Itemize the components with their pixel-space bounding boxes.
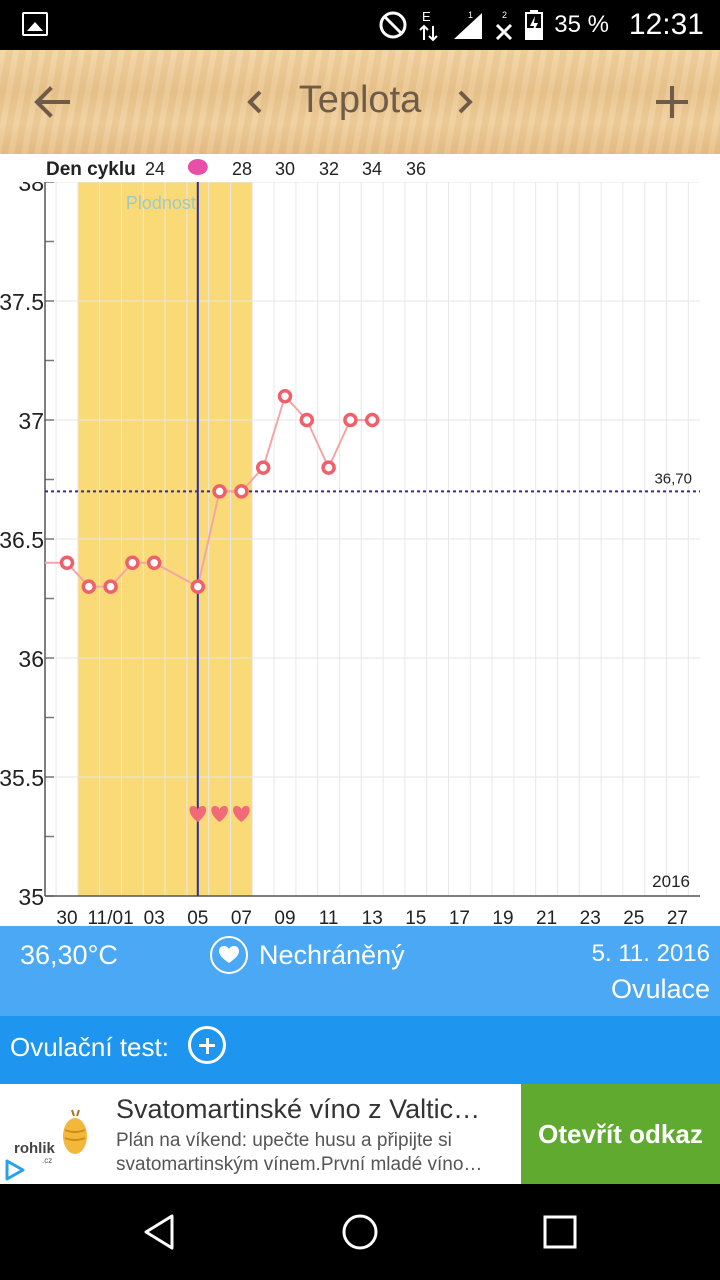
navigation-bar xyxy=(0,1184,720,1280)
ad-description-line-1[interactable]: Plán na víkend: upečte husu a připijte s… xyxy=(116,1130,452,1151)
temperature-point xyxy=(364,412,380,428)
do-not-disturb-icon xyxy=(379,11,407,39)
chevron-right-icon[interactable] xyxy=(450,82,480,122)
signal-sim1-icon: 1 xyxy=(454,10,483,39)
x-tick-label: 11/01 xyxy=(88,908,134,926)
croissant-icon xyxy=(63,1109,87,1154)
intercourse-status: Nechráněný xyxy=(259,940,405,970)
battery-percent: 35 % xyxy=(554,11,609,38)
advertiser-logo-domain: .cz xyxy=(42,1156,53,1165)
x-tick-label: 25 xyxy=(623,908,644,926)
image-notification-icon xyxy=(22,12,48,36)
intercourse-heart-icon xyxy=(211,806,228,822)
x-tick-label: 11 xyxy=(319,908,339,926)
data-transfer-icon: E xyxy=(419,9,438,42)
open-link-button[interactable]: Otevřít odkaz xyxy=(521,1084,720,1184)
temperature-point xyxy=(343,412,358,428)
coverline-label: 36,70 xyxy=(654,470,692,487)
x-tick-label: 09 xyxy=(274,908,295,926)
nav-back-icon[interactable] xyxy=(140,1212,180,1252)
temperature-point xyxy=(146,555,162,571)
x-tick-label: 15 xyxy=(405,908,426,926)
temperature-point xyxy=(103,579,118,594)
x-tick-label: 19 xyxy=(492,908,513,926)
temperature-point xyxy=(59,555,75,571)
ad-banner[interactable]: rohlik .cz Svatomartinské víno z Valtic…… xyxy=(0,1084,720,1184)
temperature-point xyxy=(190,579,206,594)
y-tick-label: 37.5 xyxy=(0,289,44,315)
heart-icon xyxy=(210,936,248,974)
top-axis-label: Den cyklu xyxy=(46,159,136,180)
ad-description-line-2[interactable]: svatomartinským vínem.První mladé víno… xyxy=(116,1154,483,1175)
x-tick-label: 23 xyxy=(580,908,601,926)
y-tick-label: 36 xyxy=(18,646,44,672)
intercourse-heart-icon xyxy=(233,806,250,822)
top-axis-background xyxy=(0,154,720,182)
cycle-phase: Ovulace xyxy=(610,974,710,1004)
top-axis-tick: 36 xyxy=(406,159,426,179)
svg-text:E: E xyxy=(422,9,431,24)
temperature-point xyxy=(234,484,249,499)
x-tick-label: 30 xyxy=(56,908,77,926)
app-header: Teplota xyxy=(0,50,720,154)
clock: 12:31 xyxy=(628,8,704,41)
temperature-point xyxy=(81,579,97,594)
temperature-point xyxy=(277,388,293,404)
temperature-point xyxy=(255,460,271,475)
day-info-panel[interactable]: 36,30°C Nechráněný 5. 11. 2016 Ovulace xyxy=(0,926,720,1016)
x-tick-label: 17 xyxy=(449,908,470,926)
signal-sim2-icon: 2 xyxy=(496,10,513,41)
nav-recents-icon[interactable] xyxy=(540,1212,580,1252)
temperature-point xyxy=(125,555,140,571)
y-tick-label: 37 xyxy=(18,408,44,434)
advertiser-logo[interactable]: rohlik .cz xyxy=(12,1104,92,1165)
x-tick-label: 07 xyxy=(231,908,252,926)
temperature-point xyxy=(299,412,315,428)
add-icon[interactable] xyxy=(648,78,696,126)
status-bar: E 1 2 35 % 12:31 xyxy=(0,0,720,50)
svg-text:2: 2 xyxy=(502,10,507,20)
battery-charging-icon xyxy=(525,10,544,40)
top-axis-tick: 32 xyxy=(319,159,339,179)
x-tick-label: 05 xyxy=(187,908,208,926)
top-axis-tick: 34 xyxy=(362,159,382,179)
ad-choices-icon[interactable] xyxy=(2,1158,28,1182)
selected-temperature: 36,30°C xyxy=(20,940,118,970)
add-ovulation-test-icon[interactable] xyxy=(188,1026,226,1064)
temperature-point xyxy=(321,460,336,475)
x-tick-label: 21 xyxy=(536,908,557,926)
year-label: 2016 xyxy=(652,872,690,891)
x-tick-label: 13 xyxy=(362,908,383,926)
y-tick-label: 35.5 xyxy=(0,765,44,791)
fertile-window-label: Plodnost xyxy=(126,193,196,213)
svg-text:1: 1 xyxy=(468,10,473,20)
chevron-left-icon[interactable] xyxy=(240,82,270,122)
ovulation-test-bar: Ovulační test: xyxy=(0,1016,720,1084)
x-tick-label: 27 xyxy=(667,908,688,926)
selected-date: 5. 11. 2016 xyxy=(591,940,710,967)
ovulation-marker xyxy=(187,159,208,175)
y-tick-label: 35 xyxy=(18,884,44,910)
ad-title[interactable]: Svatomartinské víno z Valtic… xyxy=(116,1094,481,1124)
top-axis-tick: 24 xyxy=(145,159,165,179)
page-title: Teplota xyxy=(298,79,422,121)
advertiser-logo-text: rohlik xyxy=(14,1140,55,1157)
y-tick-label: 36.5 xyxy=(0,527,44,553)
top-axis-tick: 28 xyxy=(232,159,252,179)
x-tick-label: 03 xyxy=(144,908,165,926)
intercourse-heart-icon xyxy=(189,806,207,822)
ovulation-test-label: Ovulační test: xyxy=(10,1032,169,1062)
temperature-point xyxy=(212,484,227,499)
temperature-chart[interactable]: Plodnost 36,70 35 35.5 36 36.5 37 37.5 38 30 11/01… xyxy=(0,154,720,926)
nav-home-icon[interactable] xyxy=(340,1212,380,1252)
back-arrow-icon[interactable] xyxy=(28,78,76,126)
top-axis-tick: 30 xyxy=(275,159,295,179)
